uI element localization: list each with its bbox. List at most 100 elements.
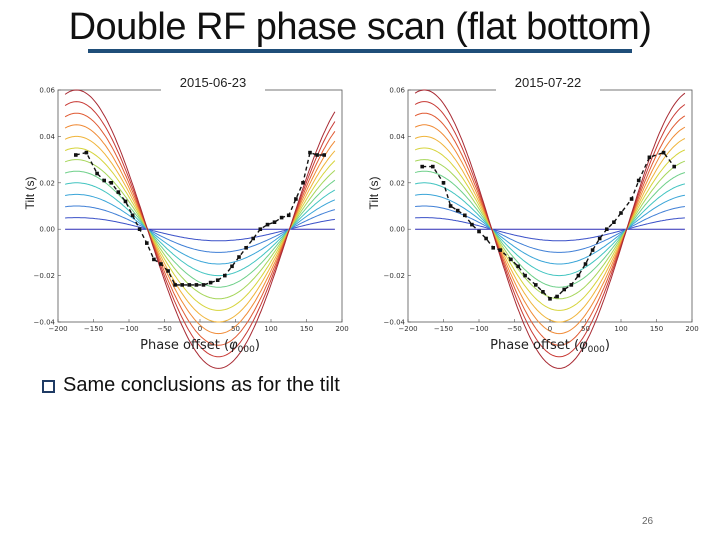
model-curve-12	[414, 89, 686, 369]
measured-point	[152, 257, 156, 262]
measured-point	[251, 236, 255, 241]
x-axis-title: Phase offset (φ000)	[490, 338, 610, 355]
x-tick-label: −100	[119, 325, 138, 333]
x-tick-label: −100	[469, 325, 488, 333]
measured-point	[201, 283, 206, 287]
measured-point	[74, 153, 78, 157]
measured-point	[612, 220, 616, 224]
measured-point	[223, 273, 227, 278]
x-tick-label: 150	[300, 325, 313, 333]
model-curve-12	[64, 89, 336, 369]
measured-point	[661, 150, 666, 155]
date-label-bg	[496, 75, 600, 91]
slide-title: Double RF phase scan (flat bottom)	[68, 6, 652, 48]
measured-point	[315, 153, 319, 157]
measured-point	[159, 262, 163, 266]
model-curve-2	[415, 205, 685, 253]
measured-point	[420, 164, 424, 169]
x-tick-label: 200	[685, 325, 698, 333]
measured-point	[130, 213, 135, 218]
bullet-text: Same conclusions as for the tilt	[63, 374, 340, 396]
measured-point	[301, 181, 305, 185]
y-tick-label: −0.02	[34, 272, 55, 280]
measured-point	[173, 283, 177, 287]
y-tick-label: 0.02	[39, 179, 55, 187]
x-tick-label: 0	[548, 325, 552, 333]
model-curve-7	[414, 147, 686, 311]
measured-point	[95, 171, 99, 176]
plot-frame	[57, 89, 343, 323]
x-tick-label: −50	[507, 325, 522, 333]
measured-point	[258, 227, 263, 231]
measured-point	[322, 153, 326, 157]
measured-point	[541, 290, 545, 294]
model-curve-10	[414, 112, 686, 346]
model-curve-4	[414, 182, 686, 277]
measured-line	[75, 151, 325, 286]
measured-point	[619, 211, 623, 215]
measured-point	[647, 155, 652, 160]
measured-point	[286, 213, 291, 218]
measured-point	[145, 241, 149, 245]
measured-point	[555, 294, 559, 299]
measured-point	[672, 164, 676, 169]
measured-point	[576, 273, 581, 278]
measured-point	[491, 246, 495, 250]
y-tick-label: −0.04	[34, 319, 56, 327]
y-tick-label: −0.02	[384, 272, 405, 280]
model-curve-9	[414, 124, 686, 335]
measured-point	[180, 283, 184, 287]
measured-point	[583, 262, 588, 266]
y-tick-label: 0.06	[389, 87, 405, 95]
x-tick-label: −150	[434, 325, 453, 333]
measured-point	[102, 178, 106, 183]
measured-point	[109, 181, 114, 185]
date-label: 2015-06-23	[180, 75, 247, 90]
measured-point	[294, 197, 298, 201]
y-axis-label: Tilt (s)	[367, 177, 381, 210]
x-tick-label: −150	[84, 325, 103, 333]
measured-point	[265, 222, 270, 227]
measured-point	[123, 199, 128, 204]
measured-point	[308, 150, 312, 155]
measured-point	[187, 283, 192, 287]
measured-point	[116, 190, 121, 194]
y-tick-label: 0.06	[39, 87, 55, 95]
measured-point	[534, 283, 538, 287]
x-tick-label: −200	[48, 325, 67, 333]
measured-point	[636, 178, 641, 183]
measured-point	[166, 269, 170, 273]
measured-point	[137, 227, 142, 231]
measured-point	[516, 264, 520, 269]
x-tick-label: 50	[231, 325, 240, 333]
tilt-plot-left: −200 −150 −100 −50 0 50 100 150 200 −0.04 −0.02 0.0…	[23, 75, 349, 369]
measured-point	[523, 273, 527, 278]
page-number: 26	[642, 516, 654, 527]
measured-point	[272, 220, 277, 224]
measured-point	[194, 283, 199, 287]
measured-point	[562, 287, 566, 292]
x-tick-label: 50	[581, 325, 590, 333]
measured-point	[509, 257, 513, 262]
checkbox-bullet-icon	[42, 380, 55, 393]
measured-point	[208, 280, 213, 285]
y-tick-label: 0.00	[389, 226, 405, 234]
title-underline	[88, 49, 632, 53]
model-curve-1	[415, 217, 685, 242]
x-tick-label: 100	[264, 325, 277, 333]
measured-point	[215, 278, 220, 282]
measured-point	[629, 197, 634, 201]
bullet-item: Same conclusions as for the tilt	[42, 374, 340, 397]
y-tick-label: 0.04	[39, 133, 55, 141]
model-curve-3	[415, 193, 686, 265]
measured-point	[590, 248, 595, 252]
measured-point	[279, 215, 284, 220]
measured-point	[463, 213, 467, 218]
measured-point	[84, 150, 89, 155]
x-tick-label: 100	[614, 325, 627, 333]
measured-point	[244, 246, 248, 250]
y-tick-label: −0.04	[384, 319, 406, 327]
measured-point	[237, 255, 241, 259]
y-tick-label: 0.00	[39, 226, 55, 234]
date-label-bg	[161, 75, 265, 91]
